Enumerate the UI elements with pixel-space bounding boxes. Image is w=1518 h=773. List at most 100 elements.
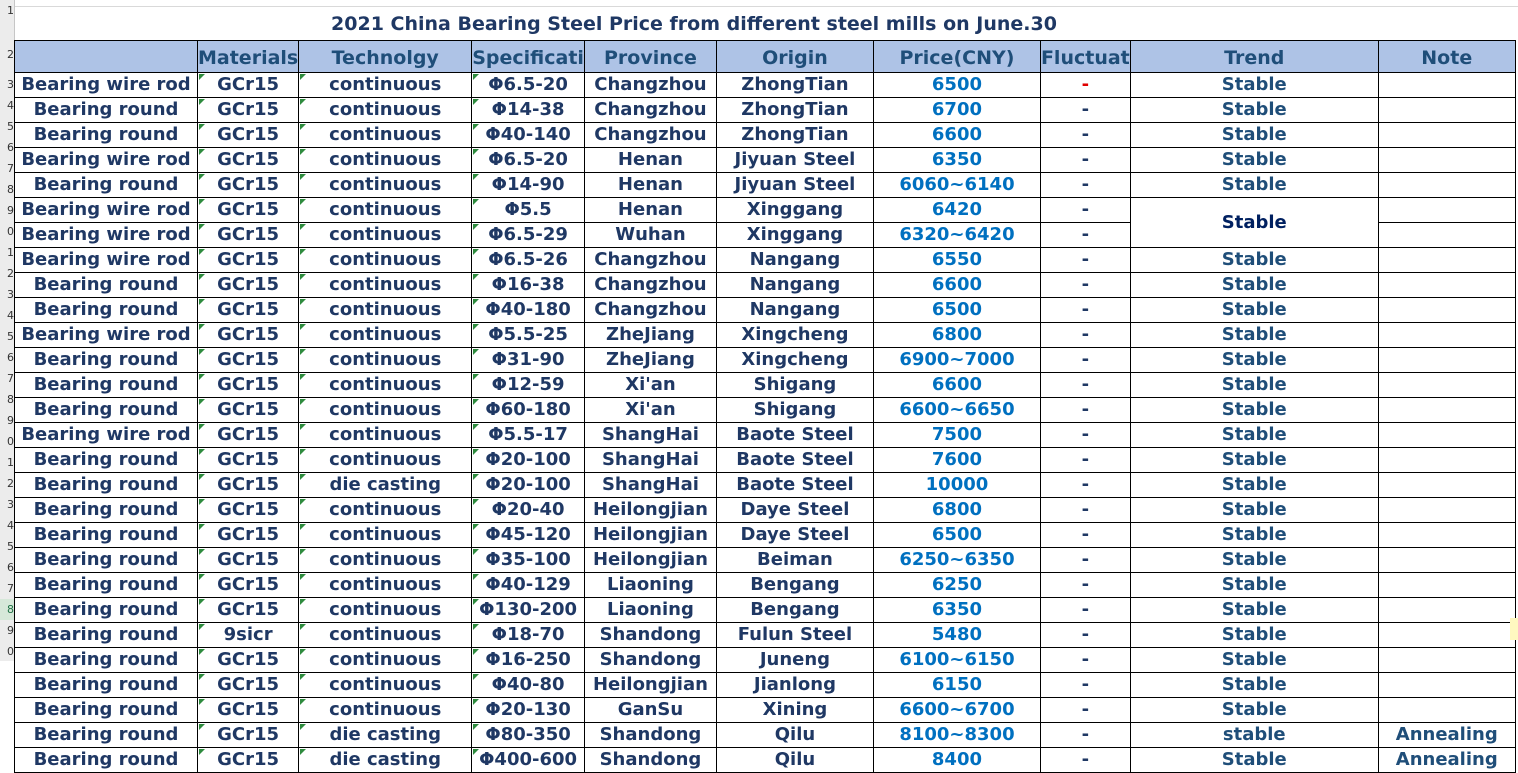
price-cell[interactable]: 5480 bbox=[872, 622, 1041, 648]
price-cell[interactable]: 6350 bbox=[872, 147, 1041, 173]
row-number[interactable]: 7 bbox=[7, 582, 14, 595]
province-cell[interactable]: Heilongjian bbox=[583, 547, 717, 573]
province-cell[interactable]: ShangHai bbox=[583, 422, 717, 448]
note-cell[interactable] bbox=[1377, 222, 1516, 248]
materials-cell[interactable]: GCr15 bbox=[196, 672, 300, 698]
product-cell[interactable]: Bearing round bbox=[14, 697, 198, 723]
note-cell[interactable]: Annealing bbox=[1377, 747, 1516, 773]
fluctuation-cell[interactable]: - bbox=[1039, 247, 1131, 273]
row-number[interactable]: 5 bbox=[7, 120, 14, 133]
origin-cell[interactable]: ZhongTian bbox=[715, 97, 874, 123]
spec-cell[interactable]: Φ16-38 bbox=[471, 272, 585, 298]
materials-cell[interactable]: GCr15 bbox=[196, 297, 300, 323]
materials-cell[interactable]: GCr15 bbox=[196, 397, 300, 423]
materials-cell[interactable]: GCr15 bbox=[196, 372, 300, 398]
note-cell[interactable]: Annealing bbox=[1377, 722, 1516, 748]
technology-cell[interactable]: continuous bbox=[298, 547, 473, 573]
product-cell[interactable]: Bearing round bbox=[14, 372, 198, 398]
product-cell[interactable]: Bearing wire rod bbox=[14, 72, 198, 98]
price-cell[interactable]: 6600~6700 bbox=[872, 697, 1041, 723]
spec-cell[interactable]: Φ45-120 bbox=[471, 522, 585, 548]
province-cell[interactable]: Changzhou bbox=[583, 72, 717, 98]
materials-cell[interactable]: GCr15 bbox=[196, 322, 300, 348]
row-number[interactable]: 6 bbox=[7, 561, 14, 574]
trend-cell[interactable]: Stable bbox=[1129, 522, 1379, 548]
origin-cell[interactable]: Nangang bbox=[715, 272, 874, 298]
note-cell[interactable] bbox=[1377, 247, 1516, 273]
origin-cell[interactable]: Baote Steel bbox=[715, 447, 874, 473]
fluctuation-cell[interactable]: - bbox=[1039, 547, 1131, 573]
spec-cell[interactable]: Φ20-100 bbox=[471, 472, 585, 498]
note-cell[interactable] bbox=[1377, 622, 1516, 648]
fluctuation-cell[interactable]: - bbox=[1039, 347, 1131, 373]
trend-cell[interactable]: Stable bbox=[1129, 372, 1379, 398]
materials-cell[interactable]: GCr15 bbox=[196, 547, 300, 573]
trend-cell[interactable]: Stable bbox=[1129, 547, 1379, 573]
origin-cell[interactable]: Daye Steel bbox=[715, 497, 874, 523]
fluctuation-cell[interactable]: - bbox=[1039, 372, 1131, 398]
price-cell[interactable]: 6550 bbox=[872, 247, 1041, 273]
product-cell[interactable]: Bearing round bbox=[14, 597, 198, 623]
fluctuation-cell[interactable]: - bbox=[1039, 697, 1131, 723]
trend-cell[interactable]: stable bbox=[1129, 722, 1379, 748]
spec-cell[interactable]: Φ40-129 bbox=[471, 572, 585, 598]
price-cell[interactable]: 6600 bbox=[872, 372, 1041, 398]
technology-cell[interactable]: continuous bbox=[298, 72, 473, 98]
materials-cell[interactable]: GCr15 bbox=[196, 572, 300, 598]
row-number[interactable]: 2 bbox=[7, 48, 14, 61]
price-cell[interactable]: 6600 bbox=[872, 122, 1041, 148]
materials-cell[interactable]: GCr15 bbox=[196, 147, 300, 173]
fluctuation-cell[interactable]: - bbox=[1039, 572, 1131, 598]
province-cell[interactable]: Xi'an bbox=[583, 397, 717, 423]
technology-cell[interactable]: continuous bbox=[298, 672, 473, 698]
row-number[interactable]: 7 bbox=[7, 162, 14, 175]
province-cell[interactable]: Xi'an bbox=[583, 372, 717, 398]
origin-cell[interactable]: Xingcheng bbox=[715, 322, 874, 348]
product-cell[interactable]: Bearing wire rod bbox=[14, 422, 198, 448]
technology-cell[interactable]: continuous bbox=[298, 397, 473, 423]
row-number[interactable]: 5 bbox=[7, 540, 14, 553]
note-cell[interactable] bbox=[1377, 172, 1516, 198]
fluctuation-cell[interactable]: - bbox=[1039, 322, 1131, 348]
row-number[interactable]: 9 bbox=[7, 204, 14, 217]
product-cell[interactable]: Bearing round bbox=[14, 722, 198, 748]
row-number[interactable]: 0 bbox=[7, 645, 14, 658]
spec-cell[interactable]: Φ40-80 bbox=[471, 672, 585, 698]
trend-cell[interactable]: Stable bbox=[1129, 697, 1379, 723]
trend-cell[interactable]: Stable bbox=[1129, 247, 1379, 273]
price-cell[interactable]: 6060~6140 bbox=[872, 172, 1041, 198]
origin-cell[interactable]: Bengang bbox=[715, 572, 874, 598]
note-cell[interactable] bbox=[1377, 397, 1516, 423]
note-cell[interactable] bbox=[1377, 272, 1516, 298]
fluctuation-cell[interactable]: - bbox=[1039, 722, 1131, 748]
note-cell[interactable] bbox=[1377, 522, 1516, 548]
materials-cell[interactable]: GCr15 bbox=[196, 97, 300, 123]
price-cell[interactable]: 7500 bbox=[872, 422, 1041, 448]
origin-cell[interactable]: Baote Steel bbox=[715, 472, 874, 498]
origin-cell[interactable]: Shigang bbox=[715, 372, 874, 398]
fluctuation-cell[interactable]: - bbox=[1039, 622, 1131, 648]
fluctuation-cell[interactable]: - bbox=[1039, 122, 1131, 148]
origin-cell[interactable]: Qilu bbox=[715, 722, 874, 748]
technology-cell[interactable]: continuous bbox=[298, 597, 473, 623]
origin-cell[interactable]: Xining bbox=[715, 697, 874, 723]
materials-cell[interactable]: GCr15 bbox=[196, 222, 300, 248]
fluctuation-cell[interactable]: - bbox=[1039, 422, 1131, 448]
note-cell[interactable] bbox=[1377, 497, 1516, 523]
product-cell[interactable]: Bearing round bbox=[14, 472, 198, 498]
product-cell[interactable]: Bearing round bbox=[14, 572, 198, 598]
spec-cell[interactable]: Φ6.5-26 bbox=[471, 247, 585, 273]
technology-cell[interactable]: die casting bbox=[298, 747, 473, 773]
price-cell[interactable]: 6350 bbox=[872, 597, 1041, 623]
product-cell[interactable]: Bearing wire rod bbox=[14, 247, 198, 273]
spec-cell[interactable]: Φ31-90 bbox=[471, 347, 585, 373]
technology-cell[interactable]: continuous bbox=[298, 122, 473, 148]
materials-cell[interactable]: GCr15 bbox=[196, 172, 300, 198]
header-specification[interactable]: Specificati bbox=[471, 40, 585, 73]
price-cell[interactable]: 6500 bbox=[872, 522, 1041, 548]
province-cell[interactable]: ShangHai bbox=[583, 472, 717, 498]
note-cell[interactable] bbox=[1377, 97, 1516, 123]
materials-cell[interactable]: GCr15 bbox=[196, 72, 300, 98]
technology-cell[interactable]: continuous bbox=[298, 172, 473, 198]
product-cell[interactable]: Bearing round bbox=[14, 622, 198, 648]
